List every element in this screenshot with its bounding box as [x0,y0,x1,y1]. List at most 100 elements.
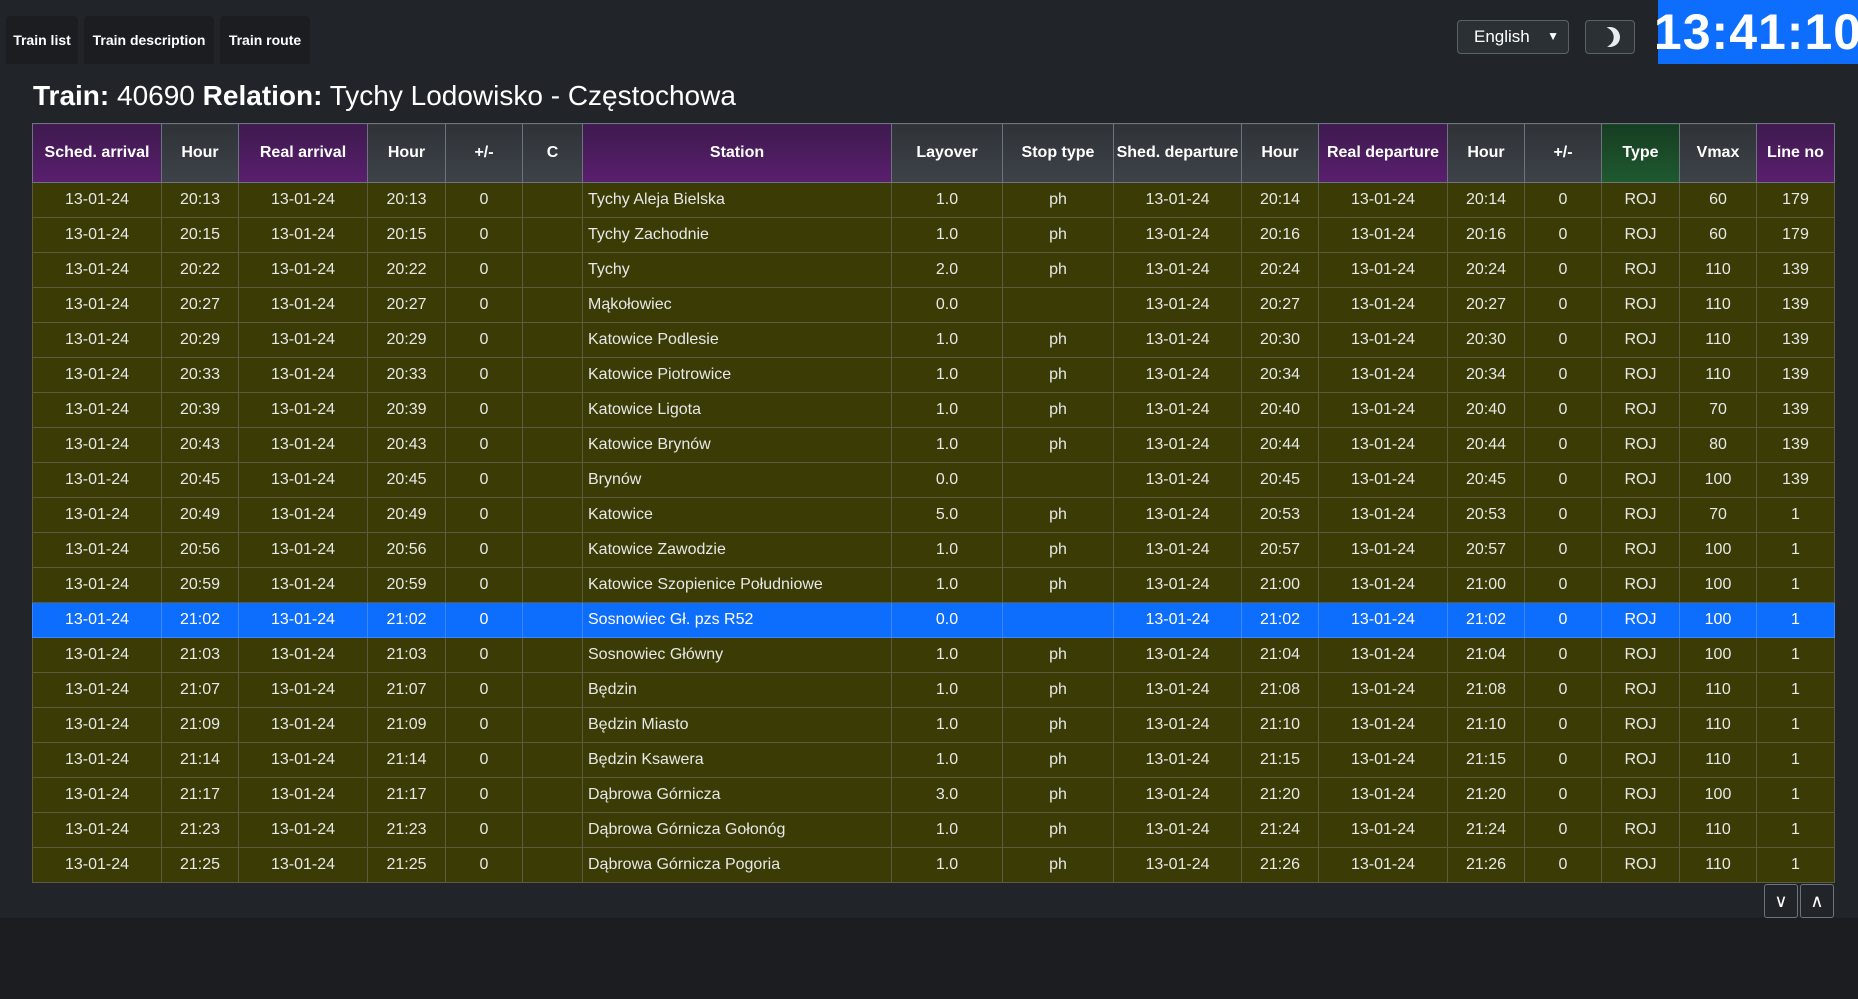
cell-layover: 1.0 [891,427,1003,463]
table-row[interactable]: 13-01-24 20:13 13-01-24 20:13 0 Tychy Aleja B… [32,182,1835,218]
table-row[interactable]: 13-01-24 20:56 13-01-24 20:56 0 Katowice Zawo… [32,532,1835,568]
cell-stop-type: ph [1002,392,1114,428]
cell-departure-delay: 0 [1524,847,1602,883]
column-header-vmax: Vmax [1679,123,1757,183]
cell-line-no: 1 [1756,567,1835,603]
table-row[interactable]: 13-01-24 20:15 13-01-24 20:15 0 Tychy Zachodn… [32,217,1835,253]
scroll-down-button[interactable]: ∨ [1764,884,1798,918]
cell-station: Katowice Zawodzie [582,532,892,568]
cell-type: ROJ [1601,707,1680,743]
tab-train-list[interactable]: Train list [6,16,78,64]
cell-departure-hour: 21:20 [1241,777,1319,813]
cell-c [522,217,583,253]
cell-arrival-hour: 20:13 [161,182,239,218]
cell-sched-departure: 13-01-24 [1113,497,1242,533]
cell-sched-departure: 13-01-24 [1113,567,1242,603]
cell-arrival-hour: 20:45 [161,462,239,498]
cell-stop-type: ph [1002,567,1114,603]
cell-departure-hour: 21:26 [1241,847,1319,883]
cell-arrival-delay: 0 [445,707,523,743]
cell-arrival-hour: 20:33 [161,357,239,393]
table-row[interactable]: 13-01-24 20:33 13-01-24 20:33 0 Katowice Piot… [32,357,1835,393]
table-row[interactable]: 13-01-24 20:22 13-01-24 20:22 0 Tychy 2.0 ph 13-… [32,252,1835,288]
cell-real-departure-hour: 21:10 [1447,707,1525,743]
language-select[interactable]: English ▼ [1457,20,1569,54]
cell-arrival-hour: 20:29 [161,322,239,358]
cell-vmax: 60 [1679,217,1757,253]
cell-real-arrival-hour: 21:14 [367,742,446,778]
relation-value: Tychy Lodowisko - Częstochowa [329,80,736,111]
cell-vmax: 110 [1679,322,1757,358]
cell-vmax: 110 [1679,847,1757,883]
cell-real-arrival-hour: 20:49 [367,497,446,533]
cell-arrival-hour: 20:39 [161,392,239,428]
cell-departure-delay: 0 [1524,322,1602,358]
cell-arrival-delay: 0 [445,812,523,848]
cell-sched-arrival: 13-01-24 [32,812,162,848]
cell-real-arrival-hour: 21:07 [367,672,446,708]
cell-line-no: 1 [1756,812,1835,848]
cell-real-departure: 13-01-24 [1318,742,1448,778]
cell-real-departure: 13-01-24 [1318,567,1448,603]
cell-real-departure: 13-01-24 [1318,252,1448,288]
cell-layover: 0.0 [891,602,1003,638]
table-row[interactable]: 13-01-24 21:02 13-01-24 21:02 0 Sosnowiec Gł.… [32,602,1835,638]
table-row[interactable]: 13-01-24 21:23 13-01-24 21:23 0 Dąbrowa Górni… [32,812,1835,848]
cell-line-no: 179 [1756,182,1835,218]
column-header-stop-type: Stop type [1002,123,1114,183]
table-row[interactable]: 13-01-24 20:59 13-01-24 20:59 0 Katowice Szop… [32,567,1835,603]
column-header-arrival-hour: Hour [161,123,239,183]
cell-c [522,357,583,393]
clock: 13:41:10 [1654,0,1858,64]
cell-real-arrival: 13-01-24 [238,322,368,358]
table-row[interactable]: 13-01-24 21:25 13-01-24 21:25 0 Dąbrowa Górni… [32,847,1835,883]
cell-vmax: 110 [1679,357,1757,393]
cell-sched-arrival: 13-01-24 [32,742,162,778]
table-row[interactable]: 13-01-24 21:14 13-01-24 21:14 0 Będzin Ksawer… [32,742,1835,778]
cell-type: ROJ [1601,812,1680,848]
cell-departure-hour: 20:53 [1241,497,1319,533]
cell-arrival-delay: 0 [445,602,523,638]
moon-icon [1597,24,1623,50]
cell-sched-departure: 13-01-24 [1113,427,1242,463]
cell-stop-type: ph [1002,217,1114,253]
table-row[interactable]: 13-01-24 21:07 13-01-24 21:07 0 Będzin 1.0 ph 13… [32,672,1835,708]
table-row[interactable]: 13-01-24 20:43 13-01-24 20:43 0 Katowice Bryn… [32,427,1835,463]
cell-line-no: 139 [1756,287,1835,323]
table-row[interactable]: 13-01-24 20:29 13-01-24 20:29 0 Katowice Podl… [32,322,1835,358]
cell-sched-arrival: 13-01-24 [32,602,162,638]
cell-layover: 1.0 [891,182,1003,218]
table-row[interactable]: 13-01-24 20:49 13-01-24 20:49 0 Katowice 5.0 ph… [32,497,1835,533]
cell-line-no: 139 [1756,462,1835,498]
cell-c [522,742,583,778]
tab-train-description[interactable]: Train description [84,16,214,64]
cell-stop-type: ph [1002,847,1114,883]
table-row[interactable]: 13-01-24 21:03 13-01-24 21:03 0 Sosnowiec Głó… [32,637,1835,673]
cell-sched-departure: 13-01-24 [1113,252,1242,288]
cell-arrival-delay: 0 [445,637,523,673]
tab-train-route[interactable]: Train route [220,16,310,64]
cell-sched-departure: 13-01-24 [1113,672,1242,708]
table-row[interactable]: 13-01-24 20:45 13-01-24 20:45 0 Brynów 0.0 13-0… [32,462,1835,498]
cell-real-arrival: 13-01-24 [238,357,368,393]
top-bar: Train list Train description Train route… [0,0,1858,64]
cell-sched-departure: 13-01-24 [1113,777,1242,813]
cell-real-departure-hour: 21:15 [1447,742,1525,778]
table-row[interactable]: 13-01-24 20:39 13-01-24 20:39 0 Katowice Ligo… [32,392,1835,428]
cell-departure-delay: 0 [1524,462,1602,498]
table-row[interactable]: 13-01-24 21:09 13-01-24 21:09 0 Będzin Miasto… [32,707,1835,743]
cell-vmax: 100 [1679,602,1757,638]
cell-sched-departure: 13-01-24 [1113,182,1242,218]
cell-sched-departure: 13-01-24 [1113,217,1242,253]
cell-sched-departure: 13-01-24 [1113,322,1242,358]
cell-sched-arrival: 13-01-24 [32,322,162,358]
cell-c [522,847,583,883]
scroll-up-button[interactable]: ∧ [1800,884,1834,918]
cell-departure-hour: 21:15 [1241,742,1319,778]
theme-toggle-button[interactable] [1585,20,1635,54]
cell-sched-arrival: 13-01-24 [32,217,162,253]
cell-type: ROJ [1601,742,1680,778]
cell-c [522,322,583,358]
table-row[interactable]: 13-01-24 21:17 13-01-24 21:17 0 Dąbrowa Górni… [32,777,1835,813]
table-row[interactable]: 13-01-24 20:27 13-01-24 20:27 0 Mąkołowiec 0.0… [32,287,1835,323]
